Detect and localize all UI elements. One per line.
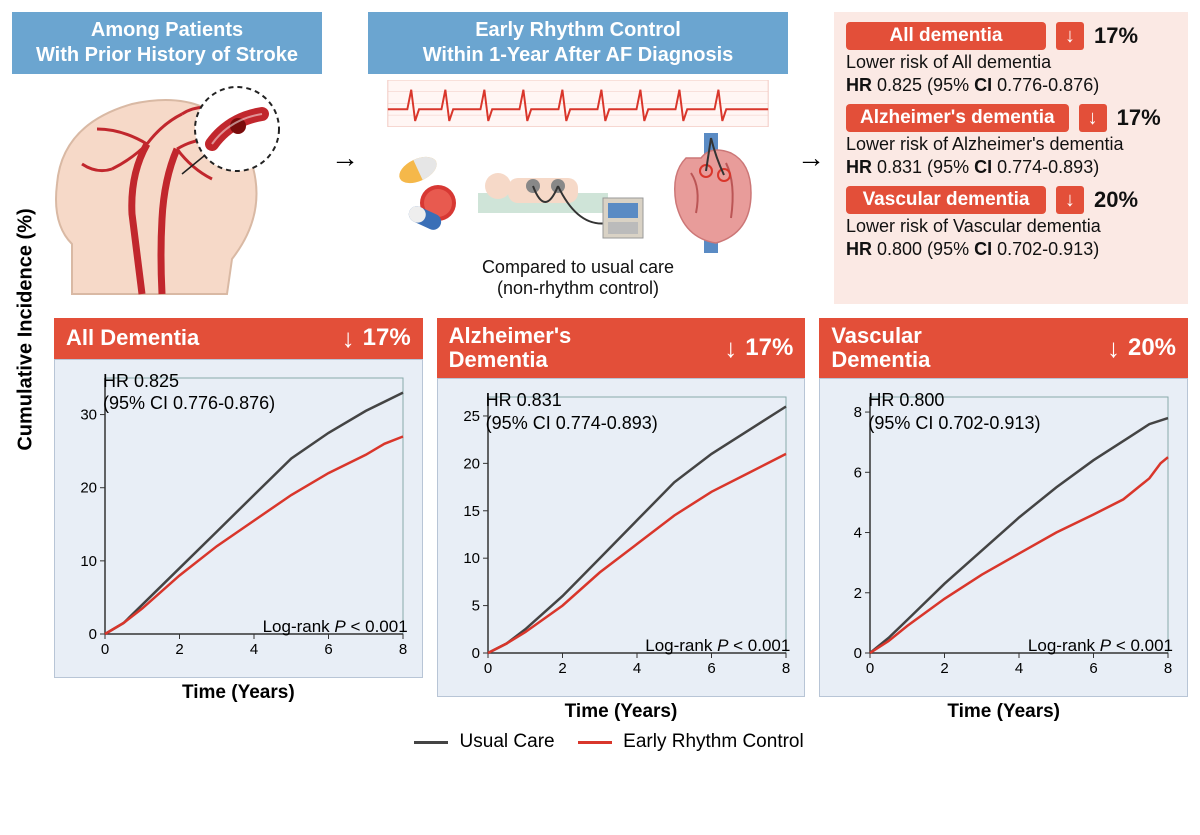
pct-vasc: 20% [1094, 187, 1138, 213]
arrow-2: → [796, 12, 826, 304]
hr-vasc: HR 0.800 (95% CI 0.702-0.913) [846, 239, 1176, 260]
chart-header: All Dementia ↓ 17% [54, 318, 423, 359]
ecg-icon [383, 80, 773, 127]
svg-text:10: 10 [463, 551, 480, 568]
chart-body: HR 0.800(95% CI 0.702-0.913) 0246802468 … [819, 378, 1188, 697]
svg-text:25: 25 [463, 408, 480, 425]
brain-stroke-illustration [12, 74, 322, 304]
hr-all: HR 0.825 (95% CI 0.776-0.876) [846, 75, 1176, 96]
down-arrow-icon: ↓ [342, 324, 355, 353]
svg-text:15: 15 [463, 503, 480, 520]
panel2-title-line1: Early Rhythm Control [378, 18, 778, 43]
legend-swatch-early [578, 741, 612, 744]
x-axis-label: Time (Years) [54, 682, 423, 704]
pills-icon [390, 148, 470, 238]
svg-text:6: 6 [854, 465, 862, 482]
down-arrow-icon: ↓ [1079, 104, 1107, 132]
svg-text:0: 0 [866, 660, 874, 677]
y-axis-label: Cumulative Incidence (%) [15, 208, 38, 450]
chart-header: Alzheimer'sDementia ↓ 17% [437, 318, 806, 378]
svg-text:4: 4 [1015, 660, 1023, 677]
x-axis-label: Time (Years) [437, 701, 806, 723]
svg-text:8: 8 [1164, 660, 1172, 677]
result-vascular: Vascular dementia ↓ 20% Lower risk of Va… [846, 186, 1176, 260]
arrow-1: → [330, 12, 360, 304]
chart-hr-text: HR 0.831(95% CI 0.774-0.893) [486, 389, 658, 434]
result-all-dementia: All dementia ↓ 17% Lower risk of All dem… [846, 22, 1176, 96]
badge-vasc: Vascular dementia [846, 186, 1046, 214]
panel1-title-line1: Among Patients [22, 18, 312, 43]
legend: Usual Care Early Rhythm Control [12, 731, 1188, 753]
svg-text:20: 20 [80, 479, 97, 496]
badge-all-dementia: All dementia [846, 22, 1046, 50]
svg-text:6: 6 [707, 660, 715, 677]
svg-text:2: 2 [175, 641, 183, 658]
svg-text:30: 30 [80, 406, 97, 423]
panel1-title-line2: With Prior History of Stroke [22, 43, 312, 68]
svg-text:8: 8 [782, 660, 790, 677]
svg-text:5: 5 [471, 598, 479, 615]
svg-text:0: 0 [484, 660, 492, 677]
down-arrow-icon: ↓ [1056, 186, 1084, 214]
sub-alz: Lower risk of Alzheimer's dementia [846, 134, 1176, 155]
svg-text:0: 0 [471, 645, 479, 662]
svg-text:2: 2 [941, 660, 949, 677]
svg-text:8: 8 [399, 641, 407, 658]
chart-all-dementia: All Dementia ↓ 17% HR 0.825(95% CI 0.776… [54, 318, 423, 704]
chart-logrank: Log-rank P < 0.001 [263, 617, 408, 637]
sub-all: Lower risk of All dementia [846, 52, 1176, 73]
charts-row: Cumulative Incidence (%) All Dementia ↓ … [12, 318, 1188, 723]
ablation-heart-icon [656, 133, 766, 253]
chart-pct: 17% [363, 325, 411, 351]
hr-alz: HR 0.831 (95% CI 0.774-0.893) [846, 157, 1176, 178]
down-arrow-icon: ↓ [1107, 334, 1120, 363]
svg-text:0: 0 [101, 641, 109, 658]
down-arrow-icon: ↓ [724, 334, 737, 363]
chart-body: HR 0.831(95% CI 0.774-0.893) 0 5 10 15 20 25 0… [437, 378, 806, 697]
panel2-caption: Compared to usual care (non-rhythm contr… [482, 257, 674, 300]
legend-usual: Usual Care [460, 731, 555, 752]
svg-text:6: 6 [324, 641, 332, 658]
sub-vasc: Lower risk of Vascular dementia [846, 216, 1176, 237]
svg-text:0: 0 [89, 626, 97, 643]
svg-text:0: 0 [854, 645, 862, 662]
pct-alz: 17% [1117, 105, 1161, 131]
chart-pct: 17% [745, 335, 793, 361]
chart-logrank: Log-rank P < 0.001 [1028, 636, 1173, 656]
chart-vascular: VascularDementia ↓ 20% HR 0.800(95% CI 0… [819, 318, 1188, 723]
chart-alzheimers: Alzheimer'sDementia ↓ 17% HR 0.831(95% C… [437, 318, 806, 723]
svg-text:20: 20 [463, 456, 480, 473]
svg-text:4: 4 [854, 525, 862, 542]
panel2-header: Early Rhythm Control Within 1-Year After… [368, 12, 788, 74]
svg-text:2: 2 [558, 660, 566, 677]
svg-text:4: 4 [633, 660, 641, 677]
svg-text:4: 4 [250, 641, 258, 658]
svg-text:2: 2 [854, 585, 862, 602]
badge-alz: Alzheimer's dementia [846, 104, 1069, 132]
chart-hr-text: HR 0.800(95% CI 0.702-0.913) [868, 389, 1040, 434]
panel2-body: Compared to usual care (non-rhythm contr… [368, 74, 788, 304]
pct-all: 17% [1094, 23, 1138, 49]
chart-pct: 20% [1128, 335, 1176, 361]
chart-hr-text: HR 0.825(95% CI 0.776-0.876) [103, 370, 275, 415]
svg-text:10: 10 [80, 552, 97, 569]
legend-swatch-usual [414, 741, 448, 744]
y-axis-label-col: Cumulative Incidence (%) [12, 318, 40, 341]
top-row: Among Patients With Prior History of Str… [12, 12, 1188, 304]
chart-logrank: Log-rank P < 0.001 [645, 636, 790, 656]
panel-rhythm-control: Early Rhythm Control Within 1-Year After… [368, 12, 788, 304]
panel1-header: Among Patients With Prior History of Str… [12, 12, 322, 74]
cardioversion-icon [478, 138, 648, 248]
result-alzheimers: Alzheimer's dementia ↓ 17% Lower risk of… [846, 104, 1176, 178]
legend-early: Early Rhythm Control [623, 731, 804, 752]
chart-body: HR 0.825(95% CI 0.776-0.876) 0 10 20 30 0 2 4 6… [54, 359, 423, 678]
panel-patients: Among Patients With Prior History of Str… [12, 12, 322, 304]
chart-header: VascularDementia ↓ 20% [819, 318, 1188, 378]
svg-text:6: 6 [1090, 660, 1098, 677]
svg-text:8: 8 [854, 404, 862, 421]
panel-results: All dementia ↓ 17% Lower risk of All dem… [834, 12, 1188, 304]
panel2-title-line2: Within 1-Year After AF Diagnosis [378, 43, 778, 68]
x-axis-label: Time (Years) [819, 701, 1188, 723]
down-arrow-icon: ↓ [1056, 22, 1084, 50]
